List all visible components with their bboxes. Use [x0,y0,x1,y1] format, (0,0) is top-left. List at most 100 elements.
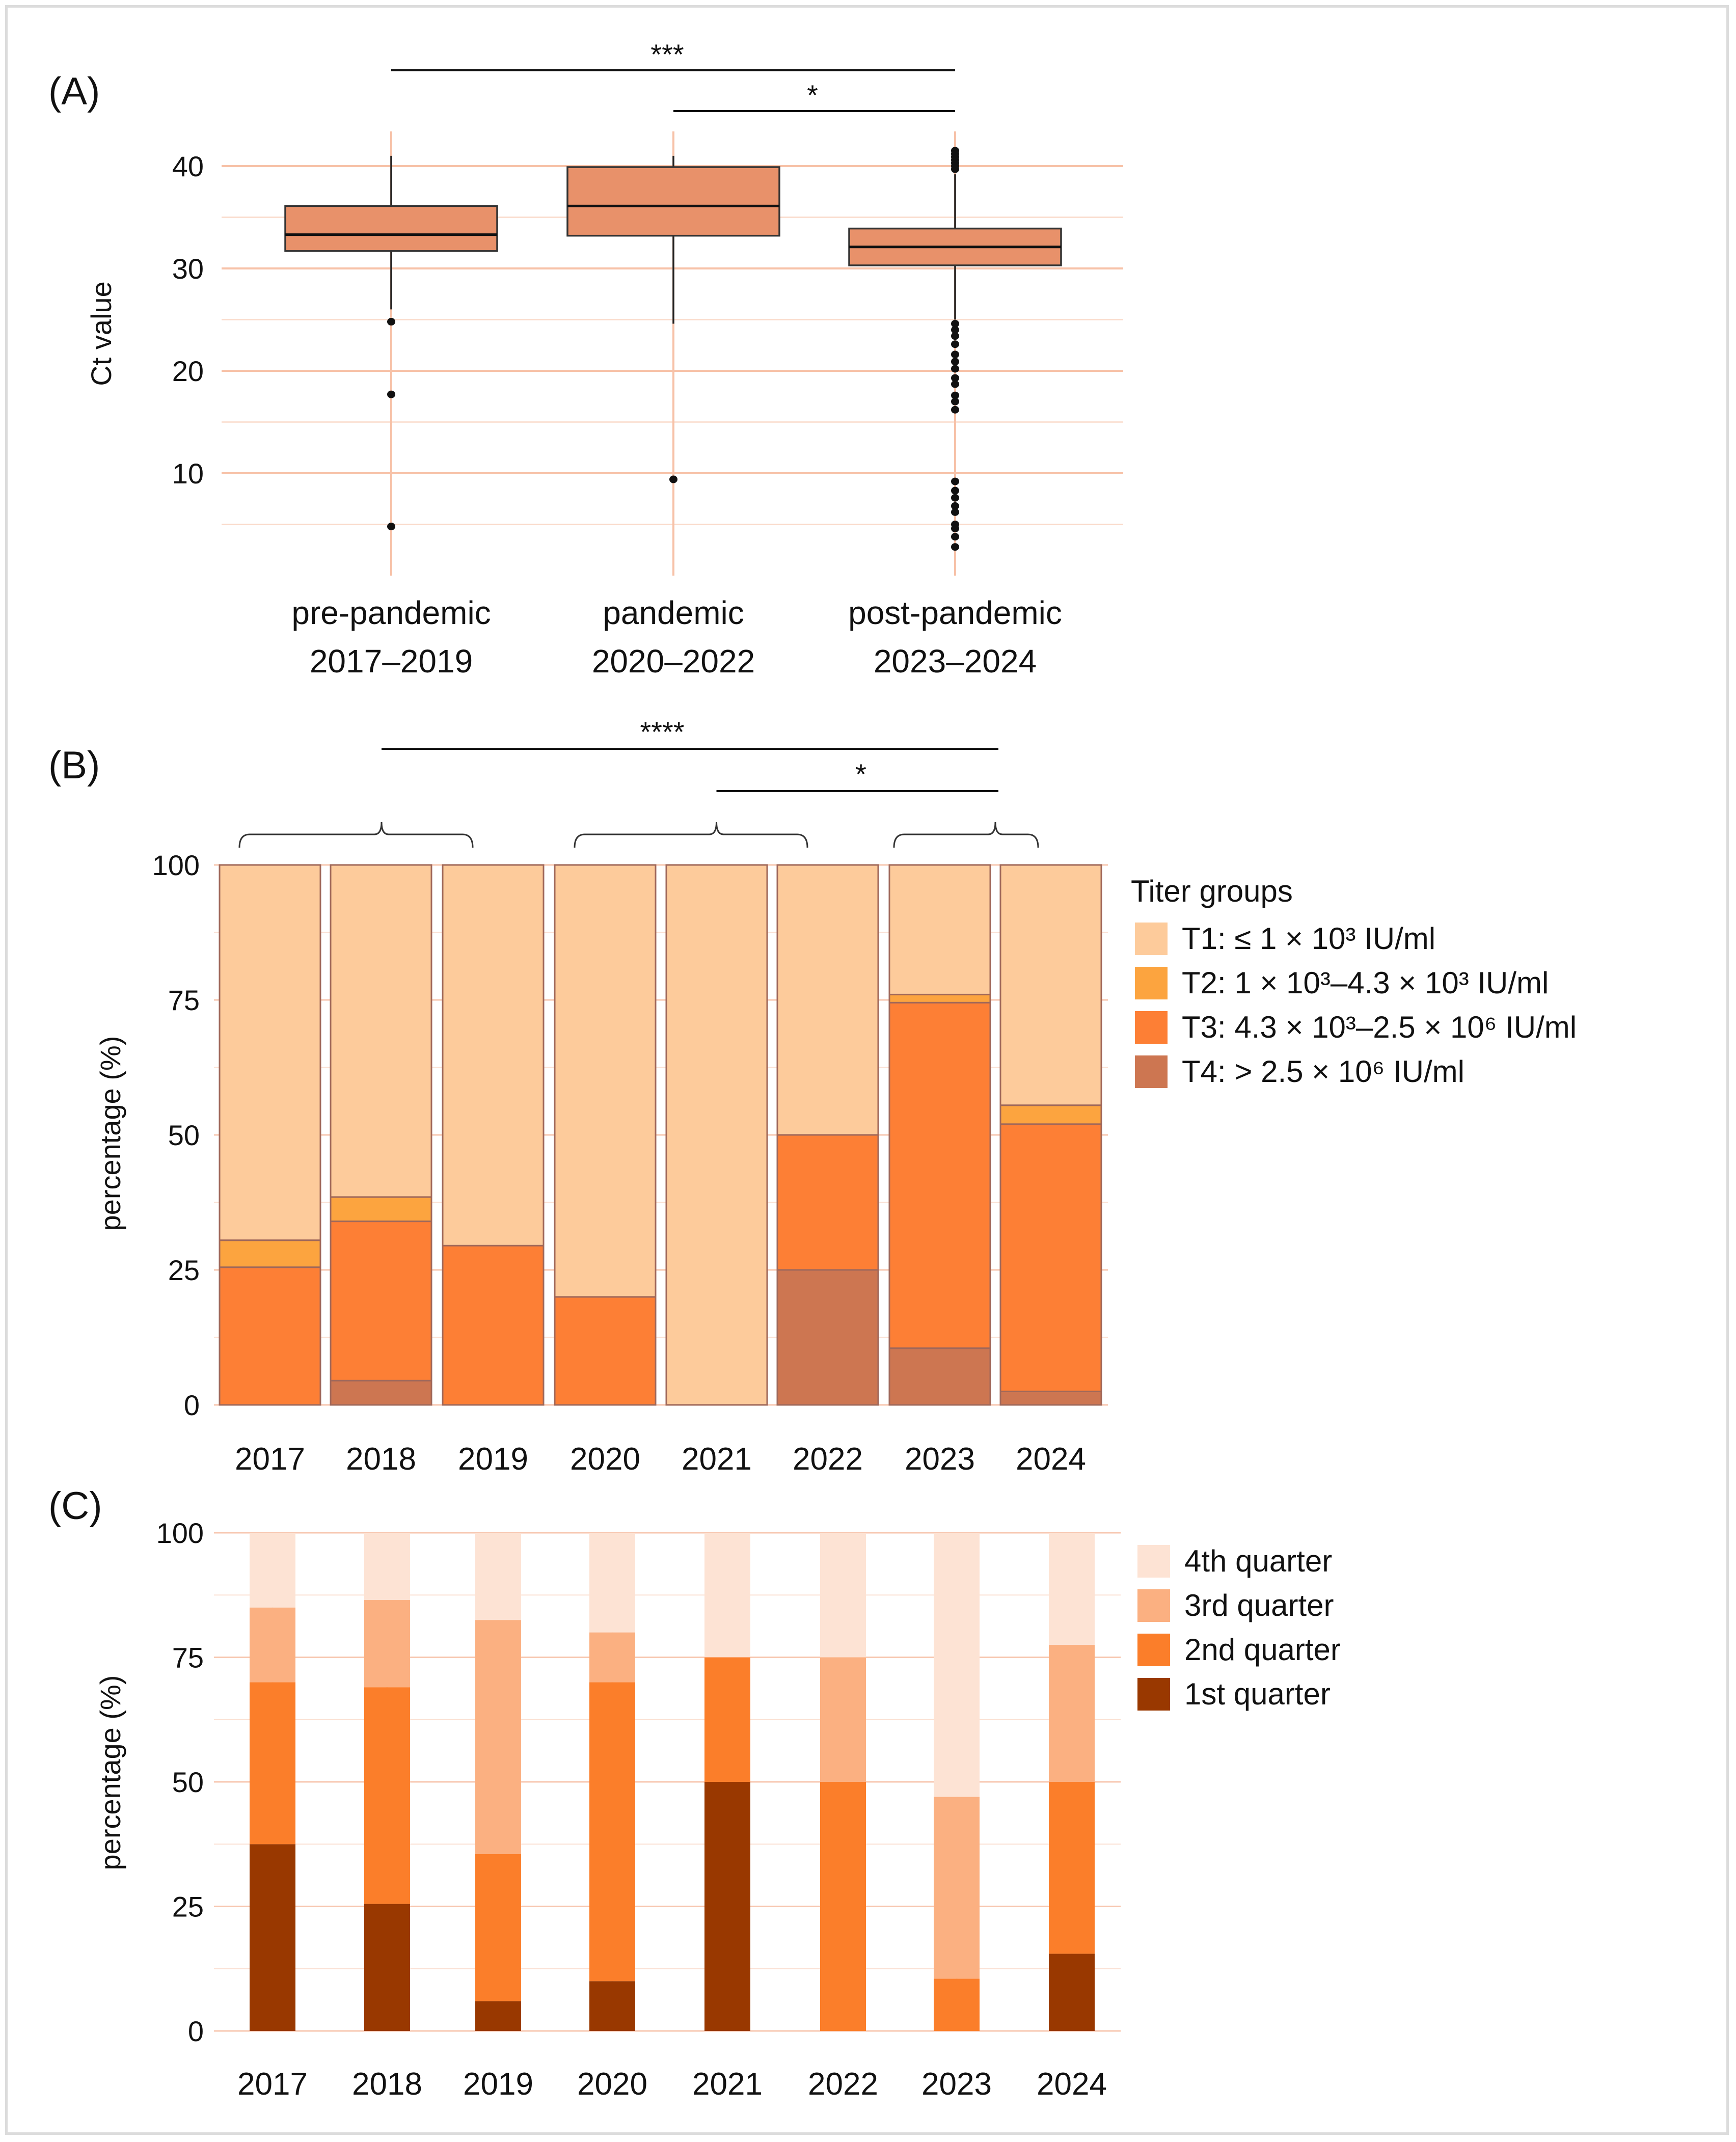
bar-segment-t3 [999,1123,1102,1393]
legend-swatch [1137,1589,1170,1622]
box-iqr [566,166,780,237]
bar-segment-t3 [330,1221,432,1381]
outlier-point [951,477,959,485]
x-category-label: 2017–2019 [310,643,473,680]
outlier-point [951,340,959,348]
outlier-point [669,475,677,483]
x-category-label: 2023 [905,1442,975,1477]
outlier-point [951,525,959,533]
y-tick-label: 50 [168,1119,200,1151]
x-category-label: 2019 [463,2067,533,2102]
panel-b-label: (B) [48,744,100,787]
panel-c-stacked-bars: (C) percentage (%) 0 25 50 75 100 2017 2018 201… [48,1484,1341,2102]
legend-swatch [1137,1678,1170,1711]
bar-segment-t2 [330,1196,432,1223]
x-category-label: 2021 [682,1442,752,1477]
significance-label: **** [640,716,684,748]
x-category-label: 2022 [793,1442,863,1477]
x-category-label: 2023 [921,2067,992,2102]
bar-segment-q1 [1049,1954,1095,2031]
legend-label: 2nd quarter [1184,1633,1341,1667]
y-tick-label: 0 [184,1389,200,1421]
legend-swatch [1137,1545,1170,1578]
x-category-label: 2020–2022 [592,643,755,680]
outlier-point [951,165,959,173]
legend-label: T1: ≤ 1 × 10³ IU/ml [1182,921,1435,956]
bar-segment-t1 [219,864,321,1241]
bar-segment-t3 [888,1001,991,1349]
x-category-label: pre-pandemic [291,594,491,631]
bar-segment-t3 [776,1134,879,1271]
legend-swatch [1135,1055,1168,1088]
x-category-label: 2024 [1016,1442,1086,1477]
bar-segment-q2 [1049,1782,1095,1954]
group-bracket [893,822,1039,848]
bar-segment-t4 [330,1379,432,1406]
panel-b-stacked-bars: (B) percentage (%) Titer groups 0 25 50 75 1… [48,716,1577,1477]
outlier-point [951,358,959,366]
bar-segment-t4 [776,1269,879,1406]
bar-segment-t1 [888,864,991,995]
bar-segment-q2 [704,1657,750,1782]
legend-swatch [1137,1634,1170,1666]
bar-segment-q4 [475,1533,521,1620]
bar-segment-q3 [589,1632,635,1683]
legend-label: 3rd quarter [1184,1588,1334,1622]
outlier-point [387,318,395,326]
group-bracket [574,822,808,848]
bar-segment-t3 [442,1244,545,1406]
bar-segment-q2 [250,1682,295,1845]
outlier-point [951,391,959,399]
y-tick-label: 100 [152,849,200,881]
bar-segment-t1 [665,864,768,1406]
bar-segment-t1 [554,864,657,1298]
x-category-label: 2021 [692,2067,763,2102]
outlier-point [951,332,959,340]
x-category-label: 2018 [346,1442,416,1477]
x-category-label: pandemic [603,594,744,631]
y-tick-label: 75 [172,1642,204,1674]
outlier-point [951,350,959,359]
bar-segment-t4 [999,1391,1102,1406]
significance-label: *** [650,38,684,70]
y-tick-label: 75 [168,984,200,1016]
outlier-point [951,365,959,373]
panel-a-ylabel: Ct value [85,281,117,386]
bar-segment-q4 [934,1533,980,1797]
legend-b-title: Titer groups [1131,874,1293,908]
panel-c-label: (C) [48,1484,102,1528]
panel-a-label: (A) [48,70,100,113]
legend-label: 1st quarter [1184,1677,1331,1711]
outlier-point [951,486,959,495]
legend-label: 4th quarter [1184,1544,1332,1578]
bar-segment-q2 [589,1682,635,1982]
bar-segment-q3 [475,1620,521,1854]
bar-segment-t3 [554,1296,657,1406]
x-category-label: 2018 [352,2067,422,2102]
legend-swatch [1135,1011,1168,1044]
outlier-point [951,374,959,382]
group-bracket [238,822,474,848]
y-tick-label: 0 [188,2015,204,2047]
box-iqr [284,205,498,252]
bar-segment-q2 [934,1978,980,2031]
y-tick-label: 50 [172,1766,204,1798]
outlier-point [951,320,959,328]
y-tick-label: 25 [168,1254,200,1286]
outlier-point [951,405,959,414]
outlier-point [387,390,395,398]
x-category-label: 2024 [1037,2067,1107,2102]
bar-segment-q3 [1049,1645,1095,1782]
x-category-label: 2023–2024 [874,643,1037,680]
bar-segment-t4 [888,1347,991,1406]
legend-label: T4: > 2.5 × 10⁶ IU/ml [1182,1054,1464,1089]
y-tick-label: 25 [172,1891,204,1923]
outlier-point [951,380,959,388]
bar-segment-q1 [704,1782,750,2031]
bar-segment-q4 [589,1533,635,1633]
x-category-label: 2022 [808,2067,878,2102]
outlier-point [387,523,395,531]
bar-segment-q3 [364,1600,410,1688]
outlier-point [951,543,959,551]
bar-segment-q3 [820,1657,866,1782]
